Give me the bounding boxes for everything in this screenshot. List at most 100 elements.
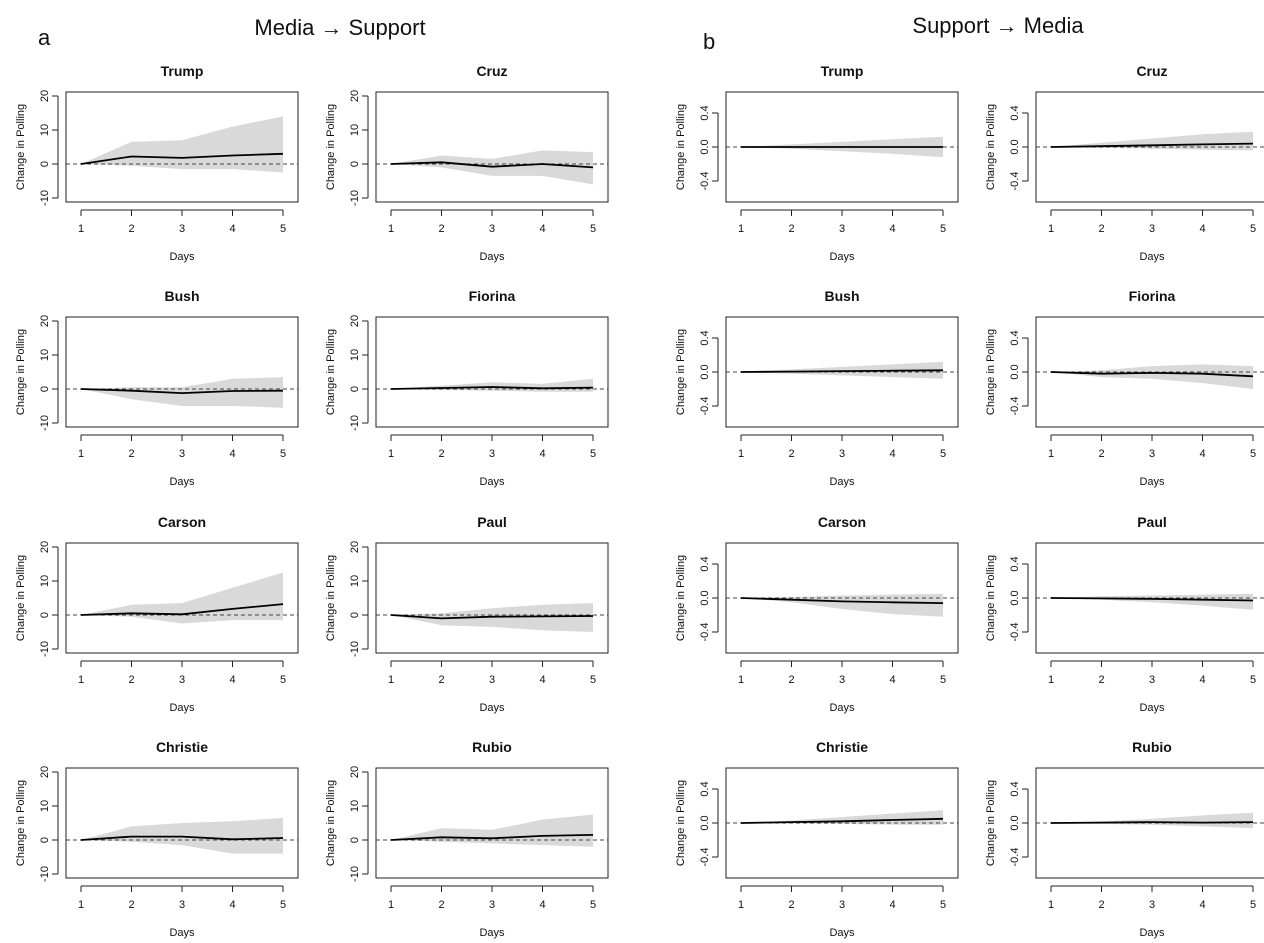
subplot-title: Carson bbox=[158, 514, 206, 530]
plot-frame bbox=[1035, 91, 1264, 203]
x-axis-label: Days bbox=[1139, 251, 1165, 263]
subplot-title: Paul bbox=[477, 514, 507, 530]
panel-letter-b: b bbox=[703, 29, 715, 54]
x-tick-label: 1 bbox=[78, 223, 84, 235]
y-tick-label: 0.4 bbox=[699, 556, 711, 571]
y-tick-label: 20 bbox=[349, 766, 361, 778]
y-axis-label: Change in Polling bbox=[675, 555, 687, 641]
confidence-band bbox=[1051, 131, 1253, 151]
x-tick-label: 2 bbox=[128, 899, 134, 911]
y-tick-label: -10 bbox=[349, 190, 361, 206]
y-tick-label: 0 bbox=[349, 386, 361, 392]
plot-frame bbox=[725, 91, 959, 203]
x-tick-label: 3 bbox=[839, 674, 845, 686]
x-tick-label: 4 bbox=[539, 674, 545, 686]
x-tick-label: 5 bbox=[590, 223, 596, 235]
subplot-b-christie: Christie 1 2 3 4 5 Days -0.4 0.0 0.4 Change in Pol… bbox=[675, 739, 959, 939]
x-tick-label: 2 bbox=[438, 899, 444, 911]
y-axis-label: Change in Polling bbox=[15, 104, 27, 190]
x-tick-label: 5 bbox=[280, 899, 286, 911]
subplot-b-trump: Trump 1 2 3 4 5 Days -0.4 0.0 0.4 Change in Pollin… bbox=[675, 63, 959, 263]
plot-frame bbox=[375, 91, 609, 203]
response-line bbox=[1050, 142, 1254, 148]
x-tick-label: 2 bbox=[438, 674, 444, 686]
y-tick-label: 0.4 bbox=[699, 330, 711, 345]
y-tick-label: 0.0 bbox=[699, 590, 711, 605]
subplot-a-cruz: Cruz 1 2 3 4 5 Days -10 0 10 20 Change in Polling bbox=[325, 63, 609, 263]
x-tick-label: 5 bbox=[1250, 223, 1256, 235]
y-tick-label: -10 bbox=[39, 866, 51, 882]
subplot-b-rubio: Rubio 1 2 3 4 5 Days -0.4 0.0 0.4 Change in Pollin… bbox=[985, 739, 1264, 939]
confidence-band bbox=[81, 572, 283, 624]
x-axis-label: Days bbox=[829, 702, 855, 714]
y-axis-label: Change in Polling bbox=[15, 780, 27, 866]
y-tick-label: 0.0 bbox=[699, 815, 711, 830]
x-tick-label: 1 bbox=[388, 674, 394, 686]
x-tick-label: 1 bbox=[78, 448, 84, 460]
x-tick-label: 1 bbox=[738, 223, 744, 235]
y-tick-label: -10 bbox=[39, 415, 51, 431]
subplot-title: Rubio bbox=[1132, 739, 1172, 755]
subplot-a-carson: Carson 1 2 3 4 5 Days -10 0 10 20 Change in Polling bbox=[15, 514, 299, 714]
x-tick-label: 3 bbox=[489, 899, 495, 911]
y-tick-label: -10 bbox=[39, 190, 51, 206]
y-tick-label: 0 bbox=[349, 161, 361, 167]
y-tick-label: 10 bbox=[349, 124, 361, 136]
response-line bbox=[1050, 371, 1254, 378]
x-tick-label: 4 bbox=[1199, 448, 1205, 460]
subplot-b-paul: Paul 1 2 3 4 5 Days -0.4 0.0 0.4 Change in Polling bbox=[985, 514, 1264, 714]
x-tick-label: 1 bbox=[1048, 448, 1054, 460]
y-axis-label: Change in Polling bbox=[15, 555, 27, 641]
x-tick-label: 1 bbox=[738, 674, 744, 686]
x-tick-label: 3 bbox=[1149, 448, 1155, 460]
y-axis-label: Change in Polling bbox=[985, 104, 997, 190]
confidence-band bbox=[741, 810, 943, 825]
y-tick-label: -0.4 bbox=[699, 848, 711, 867]
subplot-title: Cruz bbox=[1136, 63, 1167, 79]
x-tick-label: 3 bbox=[1149, 223, 1155, 235]
response-line bbox=[1050, 597, 1254, 602]
plot-frame bbox=[725, 316, 959, 428]
x-axis-label: Days bbox=[479, 702, 505, 714]
x-tick-label: 3 bbox=[179, 223, 185, 235]
y-tick-label: -0.4 bbox=[1009, 397, 1021, 416]
y-tick-label: -10 bbox=[349, 415, 361, 431]
plot-frame bbox=[65, 542, 299, 654]
x-tick-label: 4 bbox=[539, 223, 545, 235]
x-tick-label: 5 bbox=[1250, 899, 1256, 911]
x-tick-label: 2 bbox=[788, 223, 794, 235]
y-tick-label: -10 bbox=[349, 641, 361, 657]
response-line bbox=[740, 817, 944, 824]
y-tick-label: 0.0 bbox=[699, 139, 711, 154]
y-axis-label: Change in Polling bbox=[985, 780, 997, 866]
y-tick-label: -10 bbox=[349, 866, 361, 882]
plot-frame bbox=[725, 542, 959, 654]
x-tick-label: 4 bbox=[889, 448, 895, 460]
x-tick-label: 4 bbox=[889, 223, 895, 235]
plot-frame bbox=[65, 767, 299, 879]
x-tick-label: 2 bbox=[1098, 899, 1104, 911]
y-tick-label: 20 bbox=[39, 315, 51, 327]
x-axis-label: Days bbox=[169, 476, 195, 488]
subplot-title: Carson bbox=[818, 514, 866, 530]
y-tick-label: 0.0 bbox=[1009, 364, 1021, 379]
x-tick-label: 3 bbox=[839, 448, 845, 460]
x-tick-label: 4 bbox=[539, 448, 545, 460]
x-axis-label: Days bbox=[169, 251, 195, 263]
subplot-title: Bush bbox=[165, 288, 200, 304]
y-tick-label: 10 bbox=[349, 800, 361, 812]
x-tick-label: 5 bbox=[940, 223, 946, 235]
plot-frame bbox=[375, 542, 609, 654]
plot-frame bbox=[725, 767, 959, 879]
x-axis-label: Days bbox=[169, 927, 195, 939]
x-tick-label: 1 bbox=[78, 674, 84, 686]
confidence-band bbox=[81, 116, 283, 173]
y-tick-label: 0 bbox=[349, 837, 361, 843]
subplot-title: Trump bbox=[821, 63, 864, 79]
subplot-title: Rubio bbox=[472, 739, 512, 755]
subplot-a-fiorina: Fiorina 1 2 3 4 5 Days -10 0 10 20 Change in Pollin… bbox=[325, 288, 609, 488]
y-tick-label: 0.0 bbox=[1009, 815, 1021, 830]
confidence-band bbox=[1051, 593, 1253, 610]
x-tick-label: 1 bbox=[738, 899, 744, 911]
